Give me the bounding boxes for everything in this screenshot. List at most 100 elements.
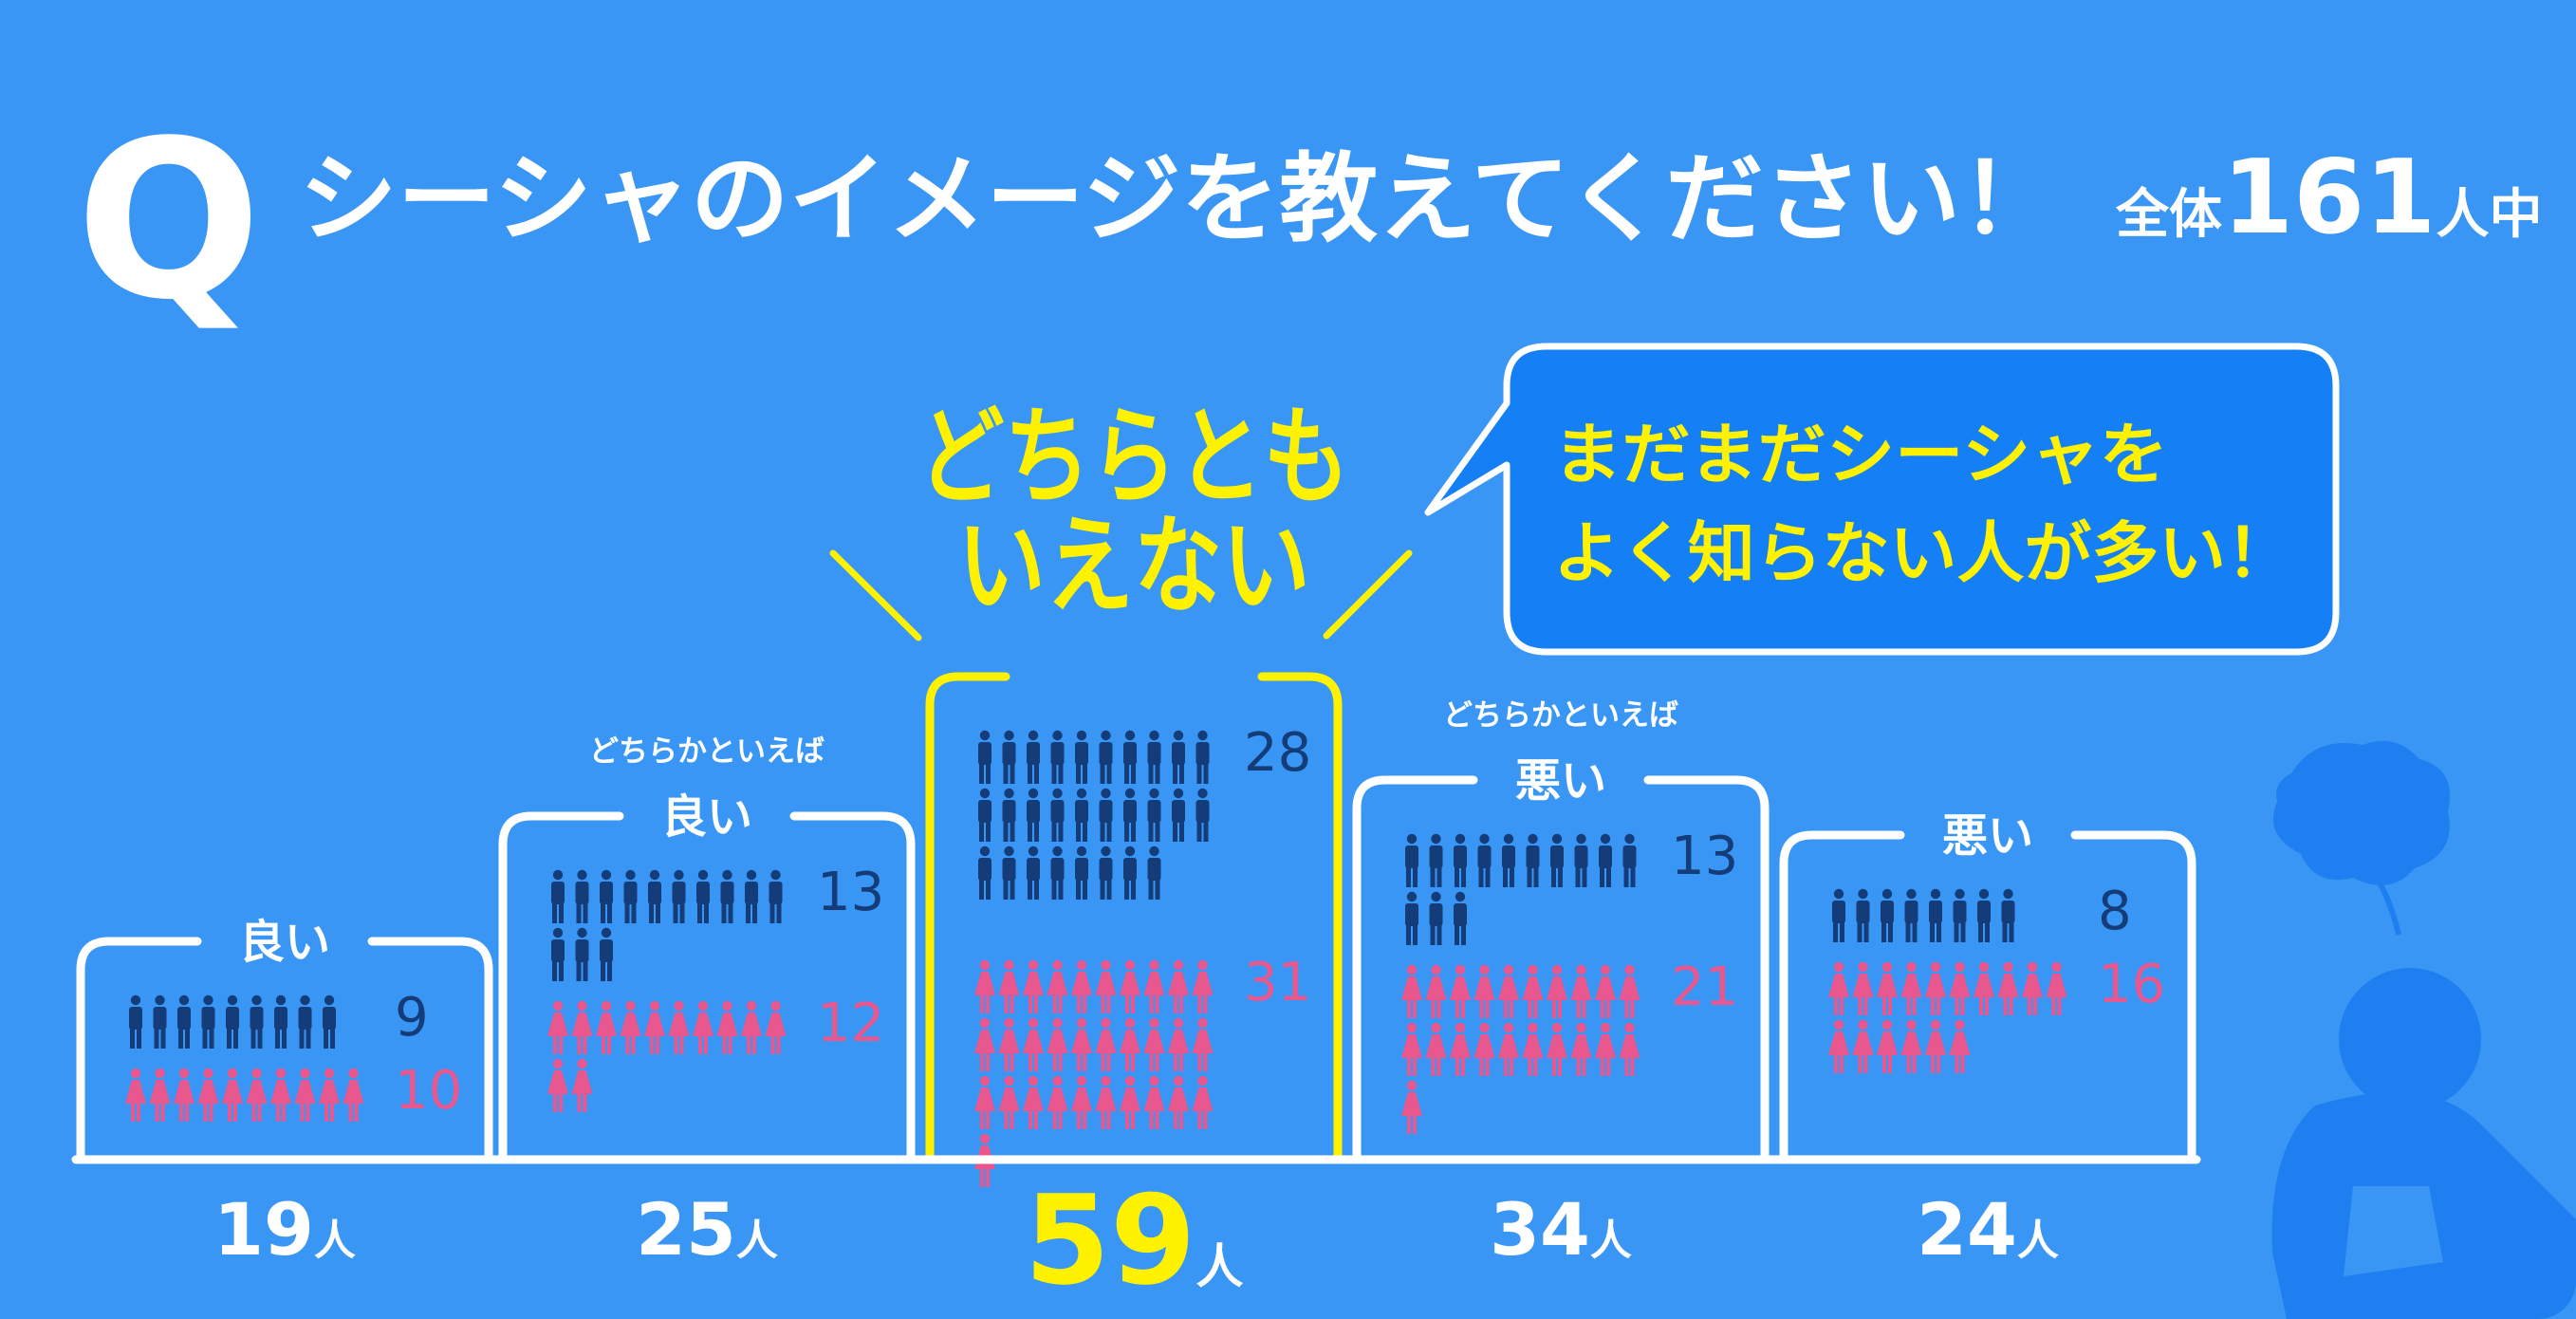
- female-figure-icon: [1120, 959, 1140, 1013]
- female-figure-icon: [1120, 1017, 1140, 1071]
- total-value: 25: [636, 1187, 736, 1272]
- female-figure-icon: [1974, 961, 1994, 1015]
- female-count: 21: [1671, 957, 1738, 1018]
- male-figure-icon: [672, 869, 686, 923]
- female-figure-icon: [1425, 1022, 1447, 1076]
- female-figure-icon: [1095, 1017, 1117, 1071]
- bar-1: 良い 9 10 19人: [76, 916, 493, 1272]
- female-figure-icon: [1595, 964, 1616, 1018]
- bar-frame: [76, 937, 493, 1164]
- smoke-stem: [2374, 876, 2401, 936]
- category-total: 25人: [636, 1187, 778, 1272]
- female-figure-icon: [246, 1068, 268, 1122]
- female-figure-icon: [1828, 1019, 1849, 1073]
- female-figure-icon: [1095, 1075, 1117, 1129]
- callout-bubble: まだまだシーシャを よく知らない人が多い！: [1424, 343, 2340, 656]
- male-figure-icon: [129, 994, 142, 1049]
- male-figure-icon: [1929, 888, 1942, 942]
- male-figure-icon: [1002, 730, 1016, 784]
- male-figure-icon: [623, 869, 638, 923]
- male-figure-icon: [551, 869, 565, 923]
- female-figure-icon: [571, 1000, 593, 1054]
- male-figure-icon: [1454, 833, 1467, 887]
- bars-group: 良い91019人良いどちらかといえば131225人283159人悪いどちらかとい…: [71, 672, 2201, 1312]
- male-figure-icon: [1147, 730, 1161, 784]
- total-unit: 人: [1195, 1239, 1243, 1294]
- male-figure-icon: [1050, 788, 1065, 842]
- male-figure-icon: [1002, 788, 1016, 842]
- male-figure-icon: [1574, 833, 1588, 887]
- person-head: [2339, 968, 2481, 1110]
- male-figure-icon: [1881, 888, 1894, 942]
- female-figure-icon: [1143, 1075, 1165, 1129]
- bar-frame: [498, 811, 916, 1164]
- total-number: 161: [2222, 139, 2436, 257]
- male-figure-icon: [1075, 730, 1088, 784]
- category-label: 悪い: [1942, 809, 2033, 863]
- male-figure-icon: [1050, 845, 1065, 900]
- female-figure-icon: [596, 1000, 617, 1054]
- male-figure-icon: [1622, 833, 1637, 887]
- category-total: 34人: [1490, 1187, 1632, 1272]
- female-figure-icon: [974, 1075, 995, 1129]
- male-figure-icon: [1075, 845, 1088, 900]
- total-value: 34: [1490, 1187, 1590, 1272]
- male-figure-icon: [1172, 730, 1185, 784]
- emphasis-line-left: [829, 549, 922, 641]
- female-figure-icon: [1595, 1022, 1616, 1076]
- bar-frame: [925, 672, 1343, 1164]
- female-figure-icon: [1498, 964, 1519, 1018]
- female-figure-icon: [1071, 1075, 1092, 1129]
- female-figure-icon: [1023, 1075, 1044, 1129]
- male-figure-icon: [1075, 788, 1088, 842]
- male-count: 9: [395, 987, 429, 1049]
- female-figure-icon: [998, 1017, 1020, 1071]
- female-figure-icon: [1047, 1075, 1068, 1129]
- female-figure-icon: [1949, 961, 1971, 1015]
- male-figure-icon: [1002, 845, 1016, 900]
- female-figure-icon: [125, 1068, 146, 1122]
- bar-4: 悪い どちらかといえば 13 21 34人: [1352, 698, 1770, 1272]
- female-count: 10: [395, 1060, 462, 1122]
- total-prefix: 全体: [2115, 184, 2222, 246]
- female-figure-icon: [1401, 1080, 1422, 1134]
- female-figure-icon: [571, 1058, 593, 1112]
- female-figure-icon: [998, 959, 1020, 1013]
- total-unit: 人: [314, 1217, 356, 1265]
- female-figure-icon: [974, 1017, 995, 1071]
- female-figure-icon: [1473, 964, 1495, 1018]
- male-figure-icon: [1123, 845, 1137, 900]
- female-figure-icon: [1900, 1019, 1922, 1073]
- female-figure-icon: [1877, 961, 1898, 1015]
- category-total: 59人: [1025, 1168, 1244, 1312]
- male-figure-icon: [978, 788, 991, 842]
- male-figure-icon: [1454, 891, 1467, 945]
- male-figure-icon: [1429, 833, 1443, 887]
- male-figure-icon: [1856, 888, 1870, 942]
- highlight-line-1: どちらとも: [918, 396, 1350, 519]
- category-sublabel: どちらかといえば: [589, 734, 825, 769]
- female-figure-icon: [547, 1058, 568, 1112]
- male-figure-icon: [1832, 888, 1845, 942]
- male-figure-icon: [226, 994, 239, 1049]
- smoke-cloud-icon: [2272, 740, 2450, 885]
- female-figure-icon: [974, 959, 995, 1013]
- highlight-line-2: いえない: [957, 505, 1310, 628]
- female-figure-icon: [1619, 964, 1640, 1018]
- female-figure-icon: [644, 1000, 665, 1054]
- female-figure-icon: [1619, 1022, 1640, 1076]
- male-figure-icon: [575, 869, 589, 923]
- male-figure-icon: [745, 869, 758, 923]
- male-figure-icon: [720, 869, 734, 923]
- male-figure-icon: [978, 730, 991, 784]
- female-figure-icon: [1192, 959, 1214, 1013]
- male-figure-icon: [1099, 730, 1113, 784]
- total-unit: 人: [1590, 1217, 1632, 1265]
- female-figure-icon: [547, 1000, 568, 1054]
- female-figure-icon: [1120, 1075, 1140, 1129]
- total-value: 19: [213, 1187, 314, 1272]
- male-figure-icon: [600, 869, 613, 923]
- male-figure-icon: [575, 927, 589, 981]
- male-figure-icon: [274, 994, 287, 1049]
- male-figure-icon: [648, 869, 661, 923]
